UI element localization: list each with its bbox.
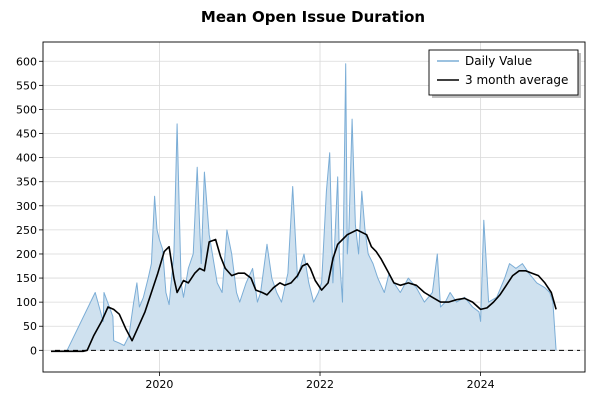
y-tick-label: 550 xyxy=(16,79,37,92)
legend-daily-label: Daily Value xyxy=(465,54,532,68)
y-tick-label: 400 xyxy=(16,152,37,165)
y-tick-label: 200 xyxy=(16,248,37,261)
legend-average-label: 3 month average xyxy=(465,73,568,87)
y-tick-label: 50 xyxy=(23,320,37,333)
x-tick-label: 2020 xyxy=(145,378,173,391)
chart-title: Mean Open Issue Duration xyxy=(201,8,425,26)
y-tick-label: 600 xyxy=(16,55,37,68)
x-tick-label: 2024 xyxy=(467,378,495,391)
three-month-average-line xyxy=(51,229,557,353)
y-tick-label: 300 xyxy=(16,200,37,213)
plot-area xyxy=(51,63,580,353)
y-tick-label: 250 xyxy=(16,224,37,237)
legend: Daily Value 3 month average xyxy=(428,49,581,98)
y-tick-label: 150 xyxy=(16,272,37,285)
axis-ticks: 0 50 100 150 200 250 300 350 400 450 500 550 600 2020… xyxy=(16,55,495,391)
y-tick-label: 100 xyxy=(16,296,37,309)
y-tick-label: 350 xyxy=(16,176,37,189)
daily-value-line xyxy=(66,63,557,351)
y-tick-label: 500 xyxy=(16,103,37,116)
y-tick-label: 450 xyxy=(16,128,37,141)
y-tick-label: 0 xyxy=(30,344,37,357)
plot-frame xyxy=(42,41,586,373)
daily-value-area xyxy=(67,63,557,351)
x-tick-label: 2022 xyxy=(306,378,334,391)
legend-box xyxy=(428,49,579,96)
